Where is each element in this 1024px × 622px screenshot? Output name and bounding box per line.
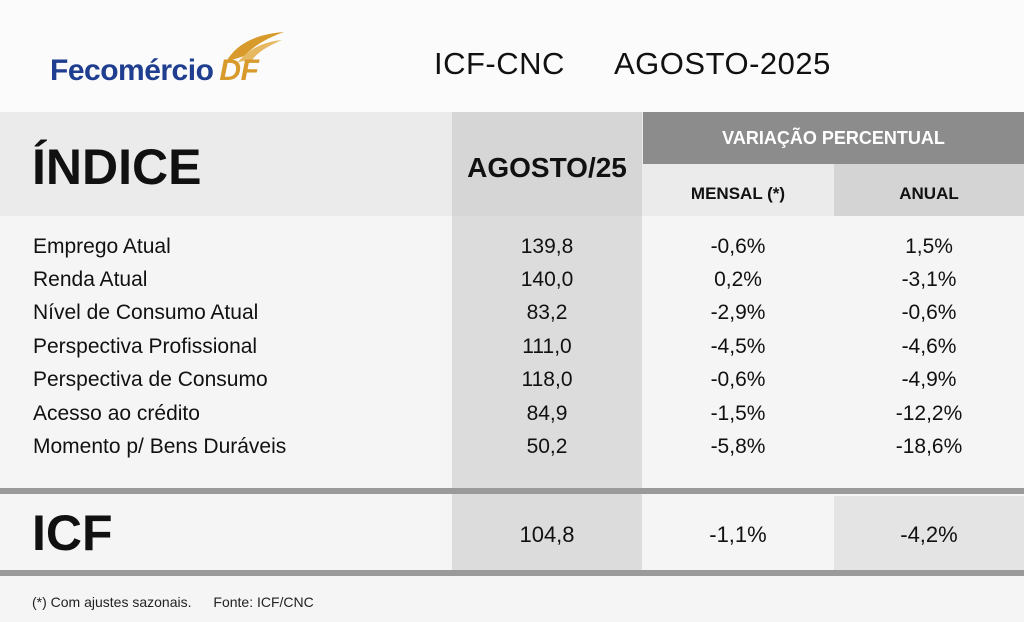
row-annual: 1,5% [905, 235, 953, 258]
row-value: 84,9 [526, 402, 568, 425]
report-title: ICF-CNC [434, 46, 565, 81]
logo-text: Fecomércio DF [50, 54, 259, 87]
row-value: 83,2 [526, 301, 568, 324]
row-annual: -3,1% [901, 268, 957, 291]
variation-group-header: VARIAÇÃO PERCENTUAL [643, 112, 1024, 164]
value-header-shade [452, 112, 642, 216]
row-value: 139,8 [520, 235, 574, 258]
fecomercio-logo: Fecomércio DF [50, 30, 290, 90]
annual-column-shade [834, 164, 1024, 216]
row-annual: -12,2% [895, 402, 963, 425]
table-row: Perspectiva de Consumo 118,0 -0,6% -4,9% [0, 363, 1024, 397]
row-value: 50,2 [526, 435, 568, 458]
row-label: Nível de Consumo Atual [33, 301, 259, 324]
row-label: Emprego Atual [33, 235, 171, 258]
icf-annual: -4,2% [900, 522, 958, 547]
row-monthly: -0,6% [710, 368, 766, 391]
table-row: Renda Atual 140,0 0,2% -3,1% [0, 263, 1024, 297]
table-row: Nível de Consumo Atual 83,2 -2,9% -0,6% [0, 296, 1024, 330]
footer: (*) Com ajustes sazonais. Fonte: ICF/CNC [32, 594, 332, 610]
row-annual: -0,6% [901, 301, 957, 324]
row-label: Momento p/ Bens Duráveis [33, 435, 287, 458]
value-column-header: AGOSTO/25 [467, 152, 627, 183]
report-period: AGOSTO-2025 [614, 46, 831, 81]
table-row: Perspectiva Profissional 111,0 -4,5% -4,… [0, 330, 1024, 364]
source-note: Fonte: ICF/CNC [213, 594, 314, 610]
icf-label: ICF [32, 505, 113, 561]
row-annual: -4,9% [901, 368, 957, 391]
row-monthly: -4,5% [710, 335, 766, 358]
table-row: Emprego Atual 139,8 -0,6% 1,5% [0, 230, 1024, 264]
monthly-column-header: MENSAL (*) [690, 184, 786, 203]
row-annual: -4,6% [901, 335, 957, 358]
row-value: 111,0 [522, 335, 572, 358]
table-row: Acesso ao crédito 84,9 -1,5% -12,2% [0, 397, 1024, 431]
row-monthly: -2,9% [710, 301, 766, 324]
row-annual: -18,6% [895, 435, 963, 458]
row-monthly: -5,8% [710, 435, 766, 458]
row-monthly: -1,5% [710, 402, 766, 425]
row-label: Renda Atual [33, 268, 148, 291]
row-label: Perspectiva Profissional [33, 335, 258, 358]
indice-header: ÍNDICE [32, 139, 202, 195]
table-row: Momento p/ Bens Duráveis 50,2 -5,8% -18,… [0, 430, 1024, 464]
icf-monthly: -1,1% [709, 522, 767, 547]
annual-column-header: ANUAL [899, 184, 959, 203]
divider-bottom [0, 570, 1024, 576]
wing-icon [226, 32, 284, 62]
row-value: 118,0 [521, 368, 573, 391]
row-monthly: 0,2% [714, 268, 762, 291]
row-label: Acesso ao crédito [33, 402, 200, 425]
row-value: 140,0 [520, 268, 574, 291]
annual-icf-shade [834, 496, 1024, 572]
divider-top [0, 488, 1024, 494]
row-monthly: -0,6% [710, 235, 766, 258]
footnote: (*) Com ajustes sazonais. [32, 594, 192, 610]
header: Fecomércio DF ICF-CNC AGOSTO-2025 [0, 0, 1024, 112]
row-label: Perspectiva de Consumo [33, 368, 268, 391]
icf-value: 104,8 [519, 522, 575, 547]
